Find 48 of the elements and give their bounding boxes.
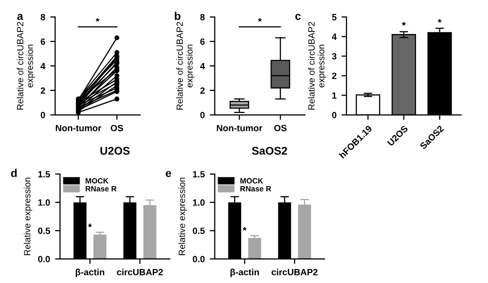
y-tick-label: 0 bbox=[40, 112, 46, 118]
y-tick-label: 4 bbox=[40, 63, 46, 70]
y-tick-label: 0.0 bbox=[192, 256, 205, 262]
y-tick-label: 6 bbox=[200, 38, 205, 45]
y-axis-title: Relative expression bbox=[24, 178, 32, 256]
y-tick-label: 3 bbox=[332, 53, 336, 60]
y-tick-label: 2 bbox=[200, 87, 205, 94]
y-tick-label: 6 bbox=[40, 38, 46, 45]
y-tick-label: 0.5 bbox=[192, 228, 205, 234]
text: a bbox=[17, 14, 24, 20]
y-tick-label: 0 bbox=[200, 112, 205, 118]
x-tick-label: Non-tumor bbox=[56, 124, 102, 132]
y-tick-label: 4 bbox=[200, 63, 205, 70]
y-axis-title: Relative expression bbox=[178, 178, 187, 256]
annotation: * bbox=[258, 18, 262, 22]
y-tick-label: 1.5 bbox=[38, 171, 50, 178]
annotation: * bbox=[96, 18, 100, 22]
text: b bbox=[174, 12, 180, 20]
y-tick-label: 8 bbox=[200, 14, 205, 20]
x-tick-label: β-actin bbox=[76, 268, 104, 278]
annotation: * bbox=[402, 22, 406, 26]
y-tick-label: 1.0 bbox=[193, 199, 205, 206]
x-tick-label: β-actin bbox=[230, 268, 259, 278]
y-axis-title: Relative of circUBAP2 expression bbox=[16, 22, 35, 110]
x-tick-label: circUBAP2 bbox=[116, 268, 163, 276]
y-tick-label: 8 bbox=[40, 14, 46, 20]
y-tick-label: 0 bbox=[332, 112, 336, 118]
y-tick-label: 0.5 bbox=[38, 228, 50, 234]
x-tick-label: OS bbox=[274, 124, 287, 132]
text: d bbox=[11, 168, 17, 178]
y-tick-label: 1.5 bbox=[193, 171, 205, 178]
y-tick-label: 0.0 bbox=[38, 256, 50, 262]
y-tick-label: 1.0 bbox=[38, 199, 50, 206]
annotation: c bbox=[295, 14, 301, 20]
x-tick-label: Non-tumor bbox=[216, 124, 262, 132]
x-tick-label: OS bbox=[110, 124, 124, 132]
y-tick-label: 4 bbox=[332, 34, 337, 40]
y-axis-title: Relative of circUBAP2 expression bbox=[308, 22, 326, 110]
annotation: * bbox=[438, 19, 442, 23]
y-tick-label: 2 bbox=[40, 87, 46, 94]
annotation: * bbox=[88, 224, 92, 228]
annotation: * bbox=[242, 227, 247, 231]
annotation: e bbox=[166, 170, 172, 178]
y-tick-label: 5 bbox=[332, 14, 337, 20]
y-axis-title: Relative of circUBAP2 expression bbox=[176, 22, 194, 110]
y-tick-label: 2 bbox=[332, 72, 336, 79]
x-tick-label: circUBAP2 bbox=[272, 268, 318, 276]
y-tick-label: 1 bbox=[332, 92, 337, 99]
